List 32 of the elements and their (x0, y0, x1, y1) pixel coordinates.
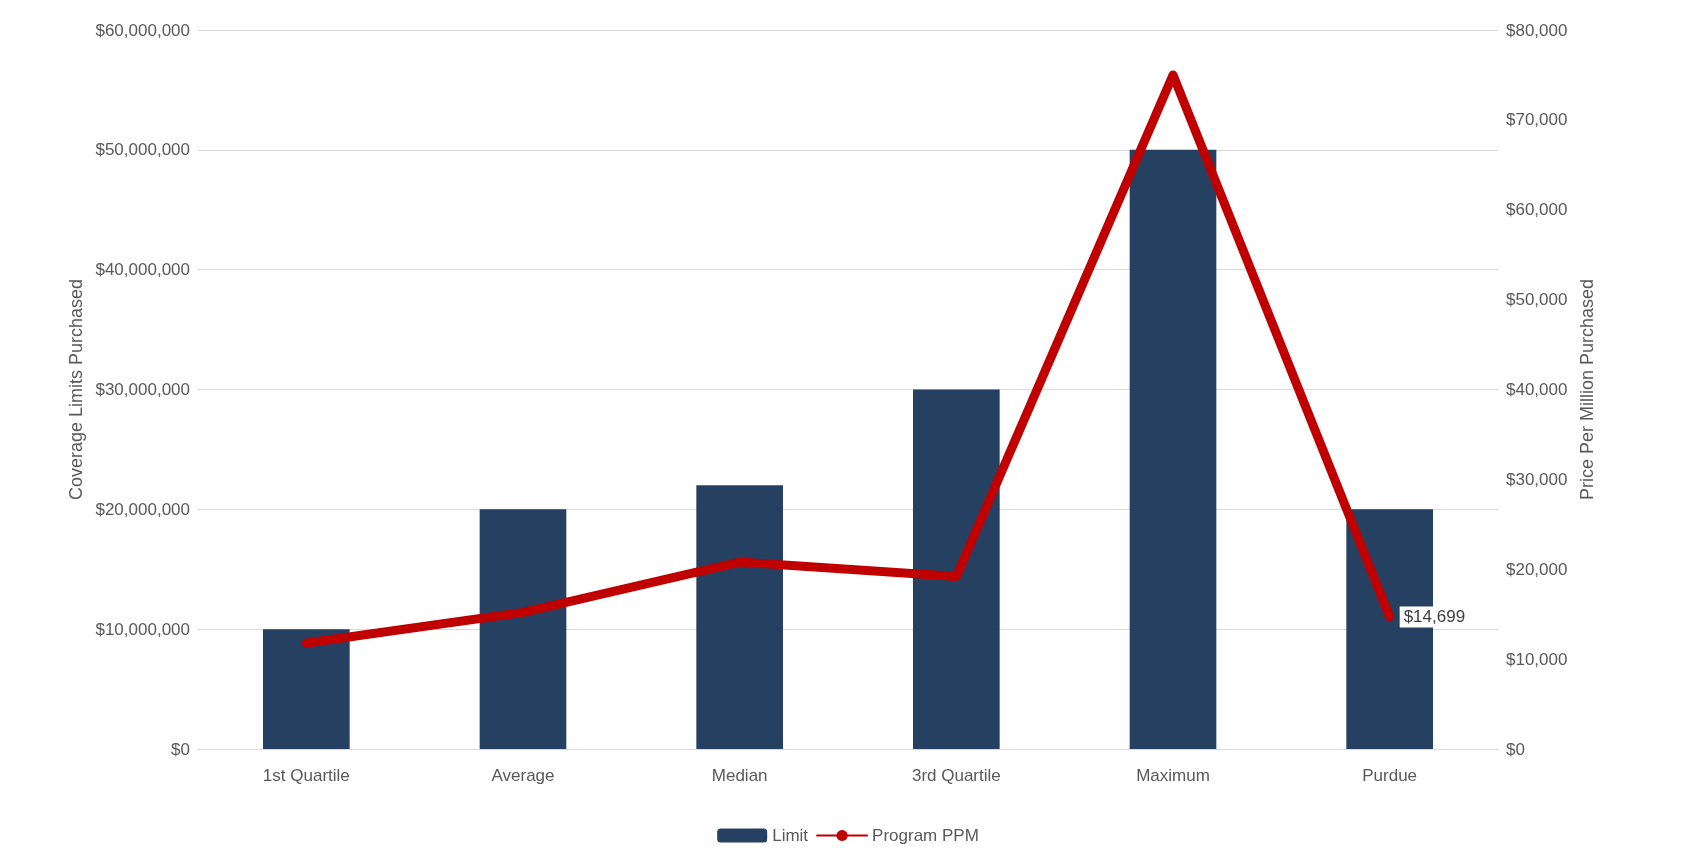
bar (1129, 149, 1217, 749)
x-tick-label: 3rd Quartile (911, 766, 1001, 785)
x-tick-label: Median (711, 766, 768, 785)
bar (696, 485, 783, 749)
bar (263, 629, 350, 749)
y2-tick-label: $70,000 (1506, 110, 1568, 130)
data-label: $14,699 (1403, 607, 1466, 627)
y-tick-label: $10,000,000 (95, 619, 190, 639)
y2-tick-label: $0 (1506, 739, 1525, 759)
y2-tick-label: $40,000 (1506, 380, 1568, 399)
y-axis-title: Coverage Limits Purchased (65, 278, 86, 501)
y-tick-label: $20,000,000 (95, 499, 190, 519)
x-tick-label: Maximum (1136, 766, 1210, 785)
y2-tick-label: $60,000 (1506, 200, 1568, 220)
y2-tick-label: $30,000 (1506, 469, 1568, 489)
y-tick-label: $40,000,000 (95, 260, 190, 280)
legend-label: Limit (772, 826, 809, 845)
y-tick-label: $30,000,000 (95, 380, 190, 399)
y-tick-label: $60,000,000 (95, 20, 190, 40)
bar (913, 389, 1000, 749)
y2-tick-label: $80,000 (1506, 20, 1568, 40)
y-tick-label: $50,000,000 (95, 140, 190, 160)
y-tick-label: $0 (171, 739, 190, 759)
y2-axis-title: Price Per Million Purchased (1577, 278, 1598, 501)
legend-label: Program PPM (872, 826, 979, 845)
y2-tick-label: $10,000 (1506, 649, 1568, 669)
x-tick-label: 1st Quartile (262, 766, 350, 785)
bar (479, 509, 567, 749)
y2-tick-label: $20,000 (1506, 559, 1568, 579)
y2-tick-label: $50,000 (1506, 290, 1568, 310)
x-tick-label: Purdue (1362, 766, 1418, 785)
x-tick-label: Average (491, 766, 555, 785)
